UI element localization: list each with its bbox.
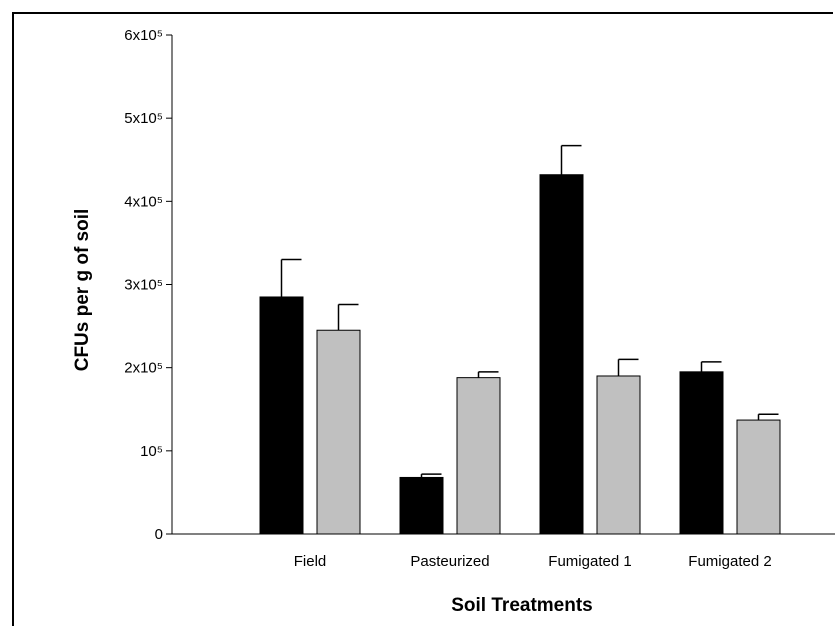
x-category-label: Fumigated 2	[688, 553, 771, 570]
y-tick-label: 0	[155, 526, 163, 543]
y-axis-ticks: 0 10⁵ 2x10⁵ 3x10⁵ 4x10⁵ 5x10⁵ 6x10⁵	[124, 27, 172, 543]
x-category-label: Fumigated 1	[548, 553, 631, 570]
y-tick-label: 2x10⁵	[124, 360, 163, 377]
bar-series2-fumigated-1	[596, 375, 641, 535]
bar-series1-fumigated-1	[539, 174, 584, 535]
y-tick-label: 10⁵	[140, 443, 163, 460]
y-tick-label: 4x10⁵	[124, 193, 163, 210]
x-category-label: Pasteurized	[410, 553, 489, 570]
bar-series1-field	[259, 296, 304, 535]
bar-series1-fumigated-2	[679, 371, 724, 535]
bar-series2-field	[316, 329, 361, 535]
y-tick-label: 6x10⁵	[124, 27, 163, 44]
bar-series1-pasteurized	[399, 476, 444, 535]
x-axis-title: Soil Treatments	[451, 595, 593, 616]
y-axis-title: CFUs per g of soil	[72, 209, 93, 372]
y-tick-label: 3x10⁵	[124, 277, 163, 294]
x-category-label: Field	[294, 553, 327, 570]
bar-series2-pasteurized	[456, 377, 501, 535]
bars	[259, 144, 781, 535]
x-axis-category-labels: Field Pasteurized Fumigated 1 Fumigated 2	[294, 553, 772, 570]
figure-frame	[12, 12, 833, 626]
bar-series2-fumigated-2	[736, 419, 781, 535]
y-tick-label: 5x10⁵	[124, 110, 163, 127]
